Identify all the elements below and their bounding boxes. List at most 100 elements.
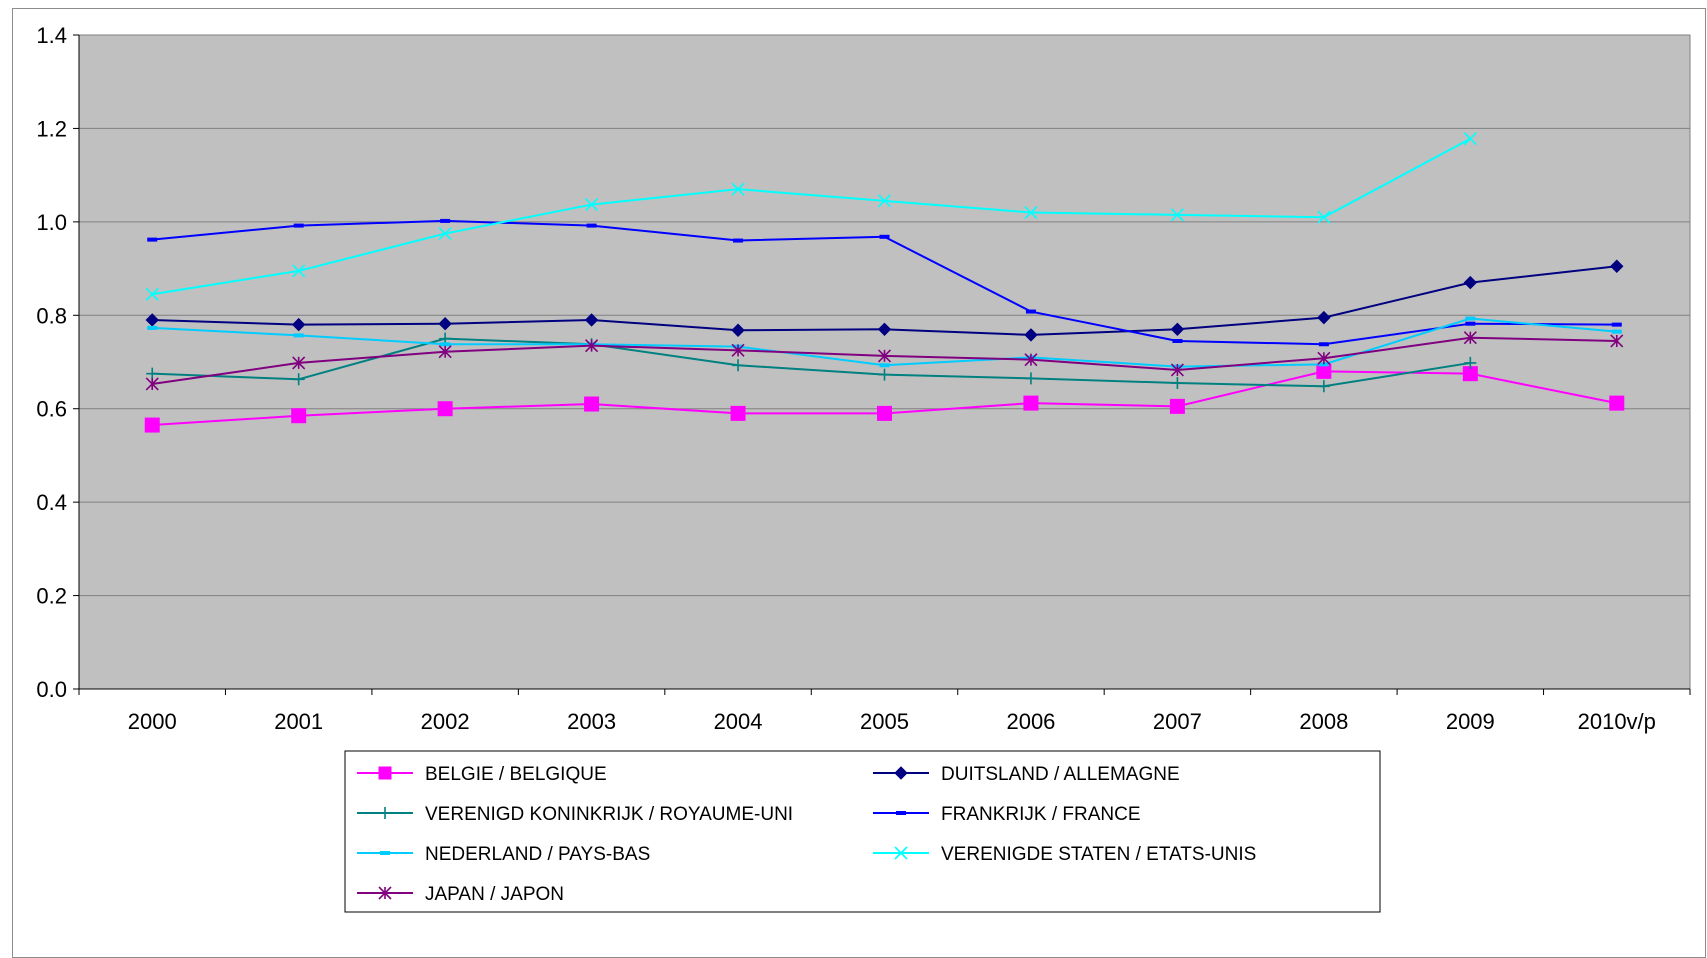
- data-point: [1025, 309, 1036, 314]
- data-point: [1317, 210, 1331, 224]
- series-line: [152, 137, 1471, 296]
- legend-marker: [896, 811, 906, 815]
- data-point: [1611, 329, 1622, 334]
- data-point: [1170, 363, 1184, 377]
- legend-marker: [380, 851, 390, 855]
- series-0: [144, 363, 1625, 433]
- axes: 0.0 0.2 0.4 0.6 0.8 1.0 1.2 1.4 2000 2001 2002 2003…: [36, 23, 1691, 734]
- legend-label: VERENIGD KONINKRIJK / ROYAUME-UNI: [425, 804, 793, 825]
- x-tick-label: 2008: [1299, 709, 1348, 734]
- data-point: [144, 417, 160, 433]
- data-point: [1023, 395, 1039, 411]
- data-point: [879, 234, 890, 239]
- legend-label: VERENIGDE STATEN / ETATS-UNIS: [941, 844, 1256, 865]
- data-point: [1465, 321, 1476, 326]
- series-2: [146, 332, 1477, 393]
- data-point: [584, 396, 600, 412]
- legend-label: DUITSLAND / ALLEMAGNE: [941, 764, 1180, 785]
- y-tick-label: 1.0: [36, 210, 67, 235]
- x-tick-label: 2005: [860, 709, 909, 734]
- legend-marker: [378, 886, 392, 900]
- data-point: [292, 264, 306, 278]
- data-point: [878, 368, 891, 381]
- data-point: [438, 316, 452, 331]
- y-tick-label: 0.8: [36, 303, 67, 328]
- series-6: [145, 331, 1624, 391]
- series-layer: [144, 132, 1625, 433]
- data-point: [1024, 372, 1037, 385]
- legend-item: BELGIE / BELGIQUE: [357, 764, 607, 785]
- x-tick-label: 2010v/p: [1578, 709, 1656, 734]
- data-point: [438, 226, 452, 241]
- data-point: [1318, 342, 1329, 347]
- data-point: [292, 356, 306, 370]
- data-point: [731, 182, 745, 196]
- legend-label: NEDERLAND / PAYS-BAS: [425, 844, 650, 865]
- data-point: [877, 194, 892, 208]
- data-point: [1024, 205, 1038, 220]
- series-line: [152, 337, 1471, 388]
- series-3: [147, 218, 1622, 347]
- data-point: [1170, 322, 1185, 337]
- y-tick-label: 1.2: [36, 116, 67, 141]
- data-point: [147, 237, 158, 242]
- y-tick-label: 0.0: [36, 677, 67, 702]
- data-point: [1316, 363, 1332, 379]
- data-point: [731, 343, 745, 357]
- legend-label: FRANKRIJK / FRANCE: [941, 804, 1141, 825]
- data-point: [437, 401, 453, 417]
- line-chart: 0.0 0.2 0.4 0.6 0.8 1.0 1.2 1.4 2000 2001 2002 2003…: [36, 23, 1691, 913]
- data-point: [1610, 334, 1624, 348]
- y-tick-label: 0.2: [36, 584, 67, 609]
- data-point: [1171, 377, 1184, 390]
- x-tick-label: 2000: [128, 709, 177, 734]
- data-point: [293, 223, 304, 228]
- x-tick-label: 2006: [1006, 709, 1055, 734]
- data-point: [586, 223, 597, 228]
- data-point: [145, 287, 159, 301]
- data-point: [1463, 331, 1477, 345]
- x-tick-label: 2002: [421, 709, 470, 734]
- x-tick-label: 2003: [567, 709, 616, 734]
- legend-item: FRANKRIJK / FRANCE: [873, 804, 1141, 825]
- data-point: [291, 408, 307, 424]
- legend-item: VERENIGDE STATEN / ETATS-UNIS: [873, 844, 1256, 865]
- legend: BELGIE / BELGIQUE DUITSLAND / ALLEMAGNE VE…: [344, 750, 1381, 913]
- data-point: [1318, 362, 1329, 367]
- data-point: [877, 405, 892, 421]
- series-5: [145, 132, 1477, 301]
- data-point: [438, 345, 452, 359]
- data-point: [1610, 259, 1624, 273]
- legend-label: JAPAN / JAPON: [425, 884, 564, 905]
- data-point: [877, 322, 892, 337]
- legend-marker: [894, 766, 908, 780]
- x-tick-label: 2009: [1446, 709, 1495, 734]
- data-point: [585, 198, 599, 212]
- y-tick-label: 0.6: [36, 397, 67, 422]
- data-point: [732, 359, 745, 372]
- data-point: [145, 377, 159, 391]
- x-tick-label: 2007: [1153, 709, 1202, 734]
- x-tick-label: 2001: [274, 709, 323, 734]
- series-1: [145, 259, 1624, 342]
- data-point: [146, 367, 159, 380]
- data-point: [1169, 398, 1185, 414]
- data-point: [1317, 351, 1331, 365]
- data-point: [1024, 328, 1038, 342]
- legend-item: NEDERLAND / PAYS-BAS: [357, 844, 650, 865]
- data-point: [585, 339, 599, 353]
- data-point: [293, 333, 304, 338]
- data-point: [291, 317, 306, 332]
- data-point: [879, 363, 890, 368]
- legend-marker: [379, 807, 391, 819]
- data-point: [1464, 356, 1477, 369]
- data-point: [1317, 380, 1330, 393]
- data-point: [440, 218, 451, 223]
- legend-item: VERENIGD KONINKRIJK / ROYAUME-UNI: [357, 804, 793, 825]
- legend-marker: [894, 846, 908, 860]
- y-tick-label: 1.4: [36, 23, 67, 48]
- legend-label: BELGIE / BELGIQUE: [425, 764, 607, 785]
- legend-item: DUITSLAND / ALLEMAGNE: [873, 764, 1180, 785]
- y-tick-label: 0.4: [36, 490, 67, 515]
- data-point: [1611, 322, 1622, 327]
